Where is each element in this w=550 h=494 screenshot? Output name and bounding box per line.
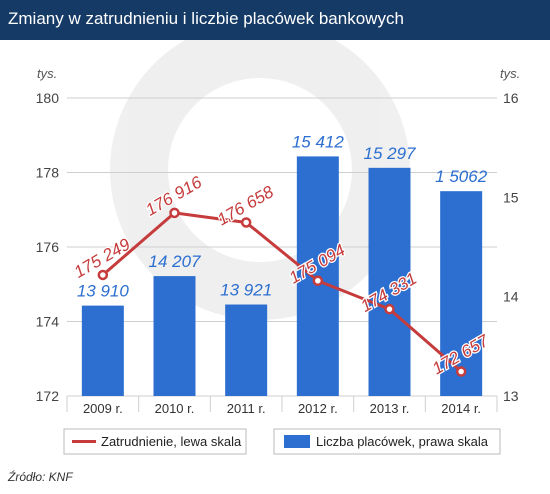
right-tick-label: 16 — [503, 90, 519, 106]
left-tick-label: 172 — [36, 388, 60, 404]
bar — [153, 276, 196, 396]
chart: 2009 r. 2010 r. 2011 r. 2012 r. 2013 r. 2014 … — [36, 40, 520, 455]
x-tick-label: 2010 r. — [155, 401, 195, 416]
left-tick-label: 180 — [36, 90, 60, 106]
legend-bar-label: Liczba placówek, prawa skala — [316, 434, 489, 449]
line-point — [312, 275, 324, 286]
x-tick-labels: 2009 r. 2010 r. 2011 r. 2012 r. 2013 r. 2014 … — [83, 401, 481, 416]
legend-line-label: Zatrudnienie, lewa skala — [101, 434, 242, 449]
left-tick-label: 174 — [36, 314, 60, 330]
grid — [66, 97, 498, 412]
bar-data-label: 15 297 — [364, 144, 417, 163]
series-line — [101, 211, 463, 373]
bar-data-label: 15 412 — [292, 132, 345, 151]
legend: Zatrudnienie, lewa skala Liczba placówek… — [63, 428, 501, 455]
line-point — [97, 269, 109, 281]
left-tick-label: 178 — [36, 165, 60, 181]
right-tick-label: 15 — [503, 189, 519, 205]
bar — [81, 305, 124, 396]
right-tick-labels: 13 14 15 16 — [503, 90, 519, 404]
right-tick-label: 13 — [503, 388, 519, 404]
x-tick-label: 2011 r. — [227, 401, 266, 416]
x-tick-label: 2014 r. — [441, 401, 481, 416]
bar-data-label: 13 921 — [220, 281, 272, 300]
chart-title: Zmiany w zatrudnieniu i liczbie placówek… — [8, 9, 404, 28]
left-tick-label: 176 — [36, 239, 60, 255]
bar-data-label: 13 910 — [77, 282, 130, 301]
bar — [225, 304, 268, 396]
bar-data-label: 14 207 — [149, 252, 202, 271]
left-tick-labels: 172 174 176 178 180 — [36, 90, 60, 404]
x-tick-label: 2013 r. — [370, 401, 410, 416]
bar-data-labels: 13 910 14 207 13 921 15 412 15 297 1 5062 — [77, 132, 488, 300]
bars — [81, 156, 483, 396]
x-tick-label: 2009 r. — [83, 401, 123, 416]
right-axis-unit: tys. — [500, 66, 520, 81]
line-point — [384, 303, 395, 315]
right-tick-label: 14 — [503, 289, 519, 305]
line-point — [240, 217, 252, 228]
bar — [368, 167, 411, 396]
title-bar: Zmiany w zatrudnieniu i liczbie placówek… — [0, 0, 550, 40]
line-point — [169, 207, 180, 219]
bar-data-label: 1 5062 — [435, 167, 488, 186]
line-point — [455, 366, 467, 377]
legend-bar-swatch — [284, 435, 310, 448]
source-note: Źródło: KNF — [8, 470, 73, 484]
employment-line — [97, 207, 467, 377]
legend-box-bar — [273, 428, 501, 455]
left-axis-unit: tys. — [37, 66, 57, 81]
bar — [440, 191, 483, 396]
x-tick-label: 2012 r. — [298, 401, 338, 416]
